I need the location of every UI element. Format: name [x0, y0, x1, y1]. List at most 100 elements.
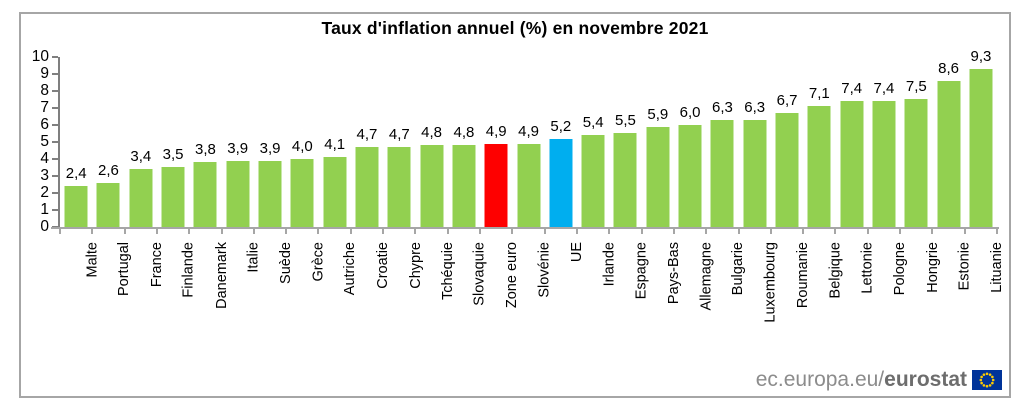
bar-slot: 7,4	[836, 57, 868, 227]
y-axis-tick	[52, 158, 58, 160]
bar-pologne	[872, 101, 896, 227]
y-axis-tick	[52, 124, 58, 126]
footer-branding: ec.europa.eu/eurostat	[756, 368, 1002, 392]
x-label-slot: Grèce	[286, 242, 326, 377]
x-label-slot: Bulgarie	[706, 242, 746, 377]
bar-malte	[64, 186, 88, 227]
bar-belgique	[807, 106, 831, 227]
y-axis-tick-label: 6	[40, 116, 49, 133]
bar-slot: 3,4	[125, 57, 157, 227]
bar-value-label: 5,9	[647, 106, 669, 123]
x-label-slot: Belgique	[803, 242, 843, 377]
x-label-slot: Italie	[222, 242, 262, 377]
bar-slot: 4,7	[351, 57, 383, 227]
bar-value-label: 4,1	[324, 136, 346, 153]
bar-zone-euro	[484, 144, 508, 227]
x-axis-tick	[737, 229, 740, 234]
bar-luxembourg	[743, 120, 767, 227]
x-axis-tick	[834, 229, 837, 234]
y-axis-tick	[52, 175, 58, 177]
bar-grèce	[290, 159, 314, 227]
x-axis-tick	[188, 229, 191, 234]
bar-slot: 3,9	[254, 57, 286, 227]
x-label-slot: UE	[545, 242, 585, 377]
bar-value-label: 6,7	[776, 92, 798, 109]
bar-chypre	[387, 147, 411, 227]
y-axis-line	[58, 57, 60, 229]
bar-allemagne	[678, 125, 702, 227]
bar-france	[129, 169, 153, 227]
y-axis-tick	[52, 141, 58, 143]
bar-value-label: 5,2	[550, 118, 572, 135]
chart-title: Taux d'inflation annuel (%) en novembre …	[321, 18, 709, 38]
x-axis-tick	[899, 229, 902, 234]
x-label-slot: Finlande	[157, 242, 197, 377]
x-axis-tick	[155, 229, 158, 234]
bar-value-label: 4,8	[421, 124, 443, 141]
bar-finlande	[161, 167, 185, 227]
chart-frame: Taux d'inflation annuel (%) en novembre …	[19, 12, 1011, 398]
x-axis-line	[51, 227, 999, 229]
bar-value-label: 6,3	[744, 99, 766, 116]
x-label-slot: Hongrie	[900, 242, 940, 377]
x-axis-tick	[931, 229, 934, 234]
bar-slovaquie	[452, 145, 476, 227]
bar-slot: 9,3	[965, 48, 997, 227]
x-axis-category-labels: Malte Portugal France Finlande Danemark Itali…	[60, 242, 1005, 377]
x-label-slot: Portugal	[92, 242, 132, 377]
bar-slot: 4,0	[286, 57, 318, 227]
footer-url-regular: ec.europa.eu/	[755, 368, 885, 391]
x-label-slot: Suède	[254, 242, 294, 377]
bar-value-label: 7,5	[905, 78, 927, 95]
footer-url-bold: eurostat	[884, 368, 967, 391]
bar-slot: 2,6	[92, 57, 124, 227]
x-axis-tick	[640, 229, 643, 234]
x-label-slot: Luxembourg	[739, 242, 779, 377]
bar-slot: 5,9	[642, 57, 674, 227]
bar-italie	[226, 161, 250, 227]
bar-slot: 6,3	[739, 57, 771, 227]
y-axis-tick-label: 4	[40, 150, 49, 167]
bar-slot: 7,5	[900, 57, 932, 227]
bar-suède	[258, 161, 282, 227]
bar-slot: 5,4	[577, 57, 609, 227]
x-axis-tick	[672, 229, 675, 234]
x-label-slot: Espagne	[609, 242, 649, 377]
x-axis-tick	[963, 229, 966, 234]
y-axis-tick-label: 9	[40, 65, 49, 82]
bar-ue	[549, 139, 573, 227]
bars-row: 2,4 2,6 3,4 3,5 3,8 3,9 3,9 4,0 4,1 4,7 4,7 4,8 4,8 4…	[60, 48, 997, 227]
bar-value-label: 3,8	[194, 141, 216, 158]
x-axis-tick	[705, 229, 708, 234]
x-label-slot: France	[125, 242, 165, 377]
bar-slot: 3,8	[189, 57, 221, 227]
bar-value-label: 6,3	[711, 99, 733, 116]
x-label-slot: Slovaquie	[448, 242, 488, 377]
x-axis-tick	[866, 229, 869, 234]
bar-value-label: 7,4	[841, 80, 863, 97]
x-axis-tick	[91, 229, 94, 234]
y-axis-tick	[52, 73, 58, 75]
bar-pays-bas	[646, 127, 670, 227]
x-label-slot: Chypre	[383, 242, 423, 377]
x-axis-tick	[123, 229, 126, 234]
bar-slot: 2,4	[60, 57, 92, 227]
bar-slot: 6,3	[706, 57, 738, 227]
bar-estonie	[937, 81, 961, 227]
x-axis-tick	[382, 229, 385, 234]
x-axis-tick	[543, 229, 546, 234]
x-axis-tick	[511, 229, 514, 234]
bar-irlande	[581, 135, 605, 227]
bar-tchéquie	[420, 145, 444, 227]
bar-lettonie	[840, 101, 864, 227]
y-axis-tick-label: 2	[40, 184, 49, 201]
bar-slot: 4,8	[448, 57, 480, 227]
bar-hongrie	[904, 99, 928, 227]
bar-slot: 5,2	[545, 57, 577, 227]
x-axis-tick	[317, 229, 320, 234]
bar-danemark	[193, 162, 217, 227]
x-label-slot: Estonie	[932, 242, 973, 377]
bar-value-label: 4,0	[291, 138, 313, 155]
bar-value-label: 4,7	[388, 126, 410, 143]
x-label-slot: Croatie	[351, 242, 391, 377]
